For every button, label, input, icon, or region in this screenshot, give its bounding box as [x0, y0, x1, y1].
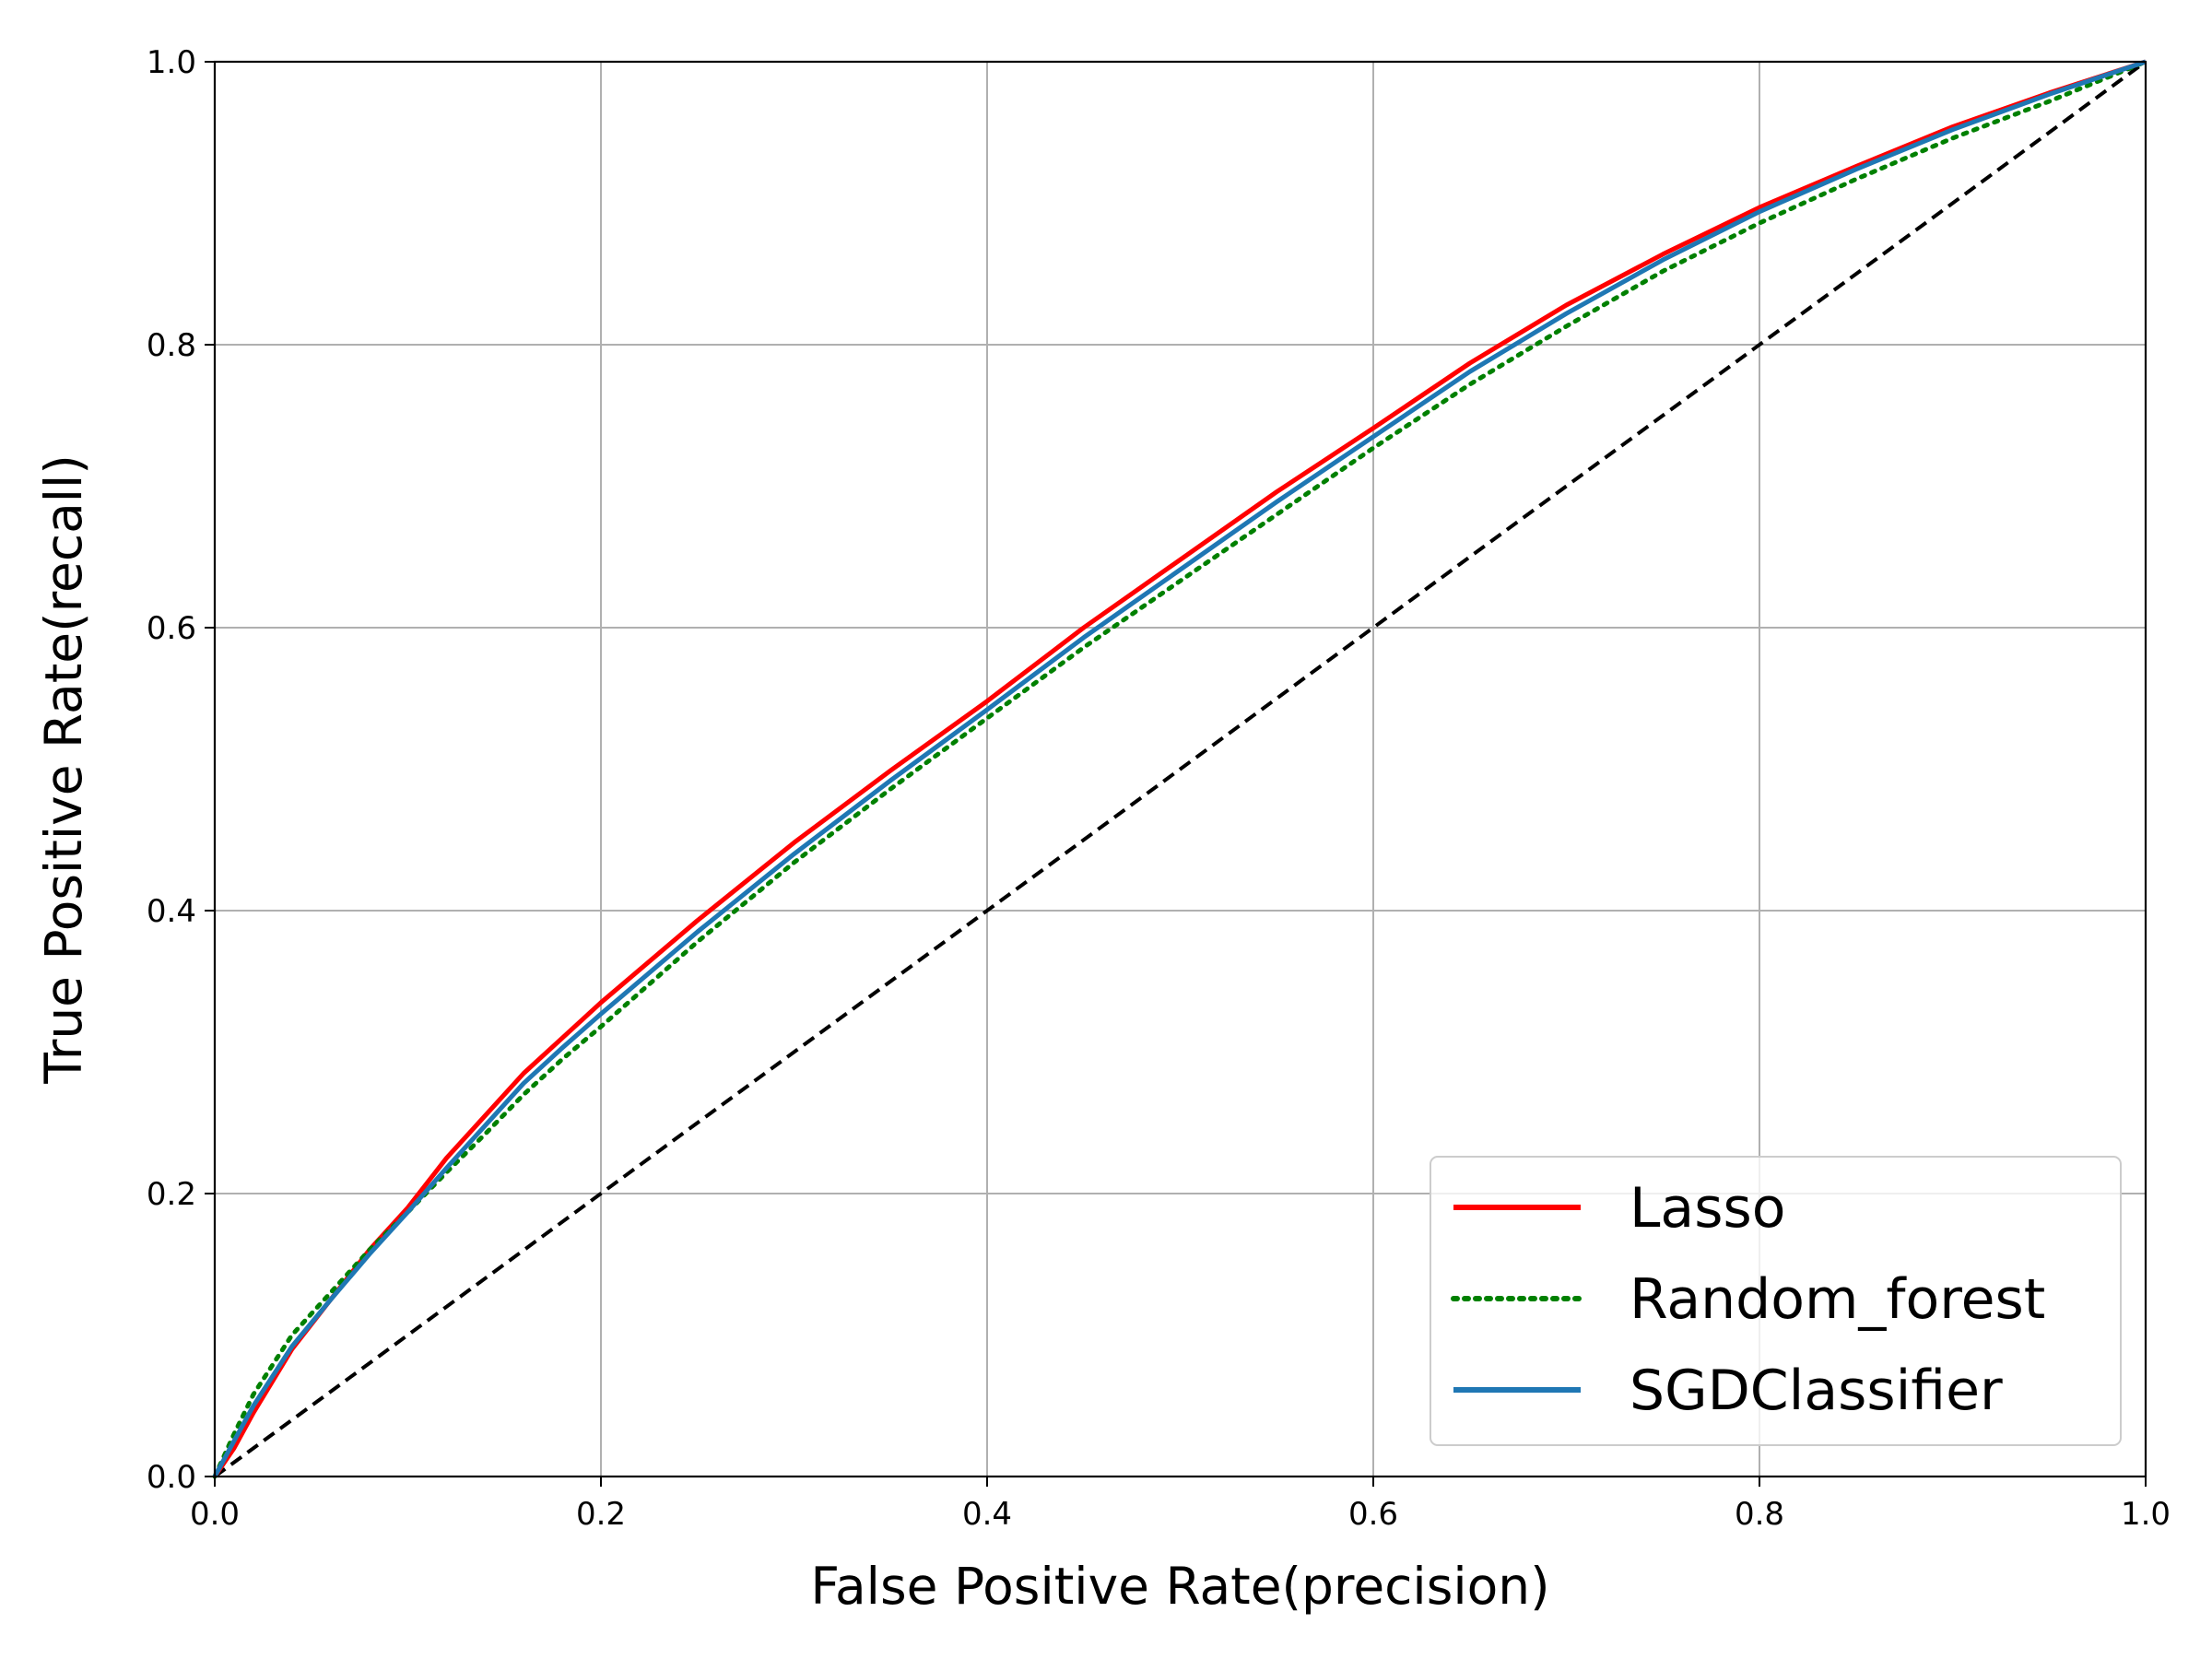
- x-tick-label-1: 0.2: [576, 1496, 626, 1533]
- x-tick-label-5: 1.0: [2121, 1496, 2171, 1533]
- y-tick-label-2: 0.4: [147, 893, 196, 930]
- legend-label-0: Lasso: [1630, 1176, 1785, 1241]
- y-tick-label-1: 0.2: [147, 1176, 196, 1213]
- plot-frame: [213, 60, 2147, 1478]
- y-tick-label-4: 0.8: [147, 327, 196, 364]
- legend-label-1: Random_forest: [1630, 1267, 2045, 1332]
- series-lines: [212, 59, 2148, 1479]
- axis-ticks: 0.0 0.2 0.4 0.6 0.8 1.0 0.0 0.2 0.4 0.6 0.8 1.0: [147, 44, 2171, 1533]
- x-tick-label-0: 0.0: [190, 1496, 240, 1533]
- series-line-3: [213, 60, 2147, 1478]
- x-tick-label-4: 0.8: [1735, 1496, 1784, 1533]
- series-line-2: [212, 59, 2147, 1478]
- y-tick-label-3: 0.6: [147, 610, 196, 647]
- legend-label-2: SGDClassifier: [1630, 1359, 2003, 1423]
- y-tick-label-0: 0.0: [147, 1459, 196, 1496]
- x-axis-label: False Positive Rate(precision): [810, 1557, 1549, 1616]
- legend: Lasso Random_forest SGDClassifier: [1430, 1156, 2122, 1446]
- y-axis-label: True Positive Rate(recall): [34, 454, 93, 1085]
- y-tick-label-5: 1.0: [147, 44, 196, 81]
- x-tick-label-3: 0.6: [1348, 1496, 1398, 1533]
- x-tick-label-2: 0.4: [962, 1496, 1012, 1533]
- series-line-1: [212, 59, 2148, 1479]
- legend-box: [1430, 1156, 2122, 1446]
